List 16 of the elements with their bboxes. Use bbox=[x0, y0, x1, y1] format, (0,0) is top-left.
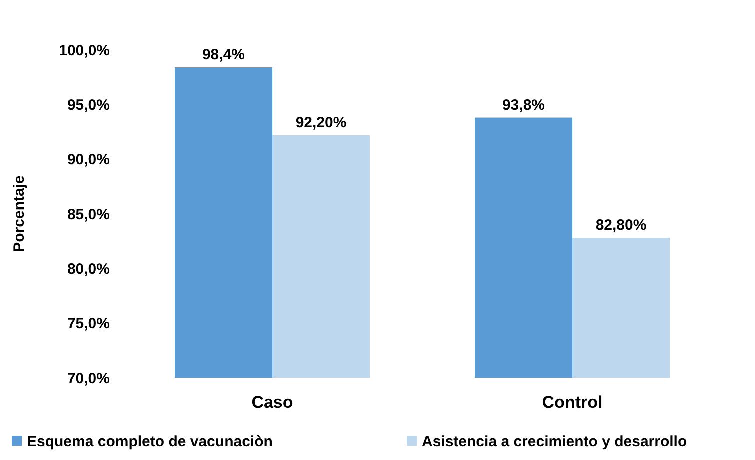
y-axis-title: Porcentaje bbox=[11, 176, 28, 252]
y-tick-label: 75,0% bbox=[67, 316, 110, 333]
legend-label: Esquema completo de vacunaciòn bbox=[27, 433, 273, 450]
y-tick-label: 70,0% bbox=[67, 370, 110, 388]
y-tick-label: 85,0% bbox=[67, 206, 110, 224]
x-tick-label: Control bbox=[542, 393, 603, 412]
data-label: 98,4% bbox=[202, 46, 246, 64]
data-label: 93,8% bbox=[502, 96, 546, 114]
y-tick-label: 90,0% bbox=[67, 152, 110, 169]
x-tick-label: Caso bbox=[252, 393, 294, 412]
y-tick-label: 100,0% bbox=[59, 42, 110, 60]
data-label: 82,80% bbox=[596, 217, 647, 234]
data-label: 92,20% bbox=[296, 114, 347, 132]
y-tick-label: 95,0% bbox=[67, 96, 110, 114]
legend-label: Asistencia a crecimiento y desarrollo bbox=[422, 433, 688, 450]
y-tick-label: 80,0% bbox=[67, 260, 110, 278]
